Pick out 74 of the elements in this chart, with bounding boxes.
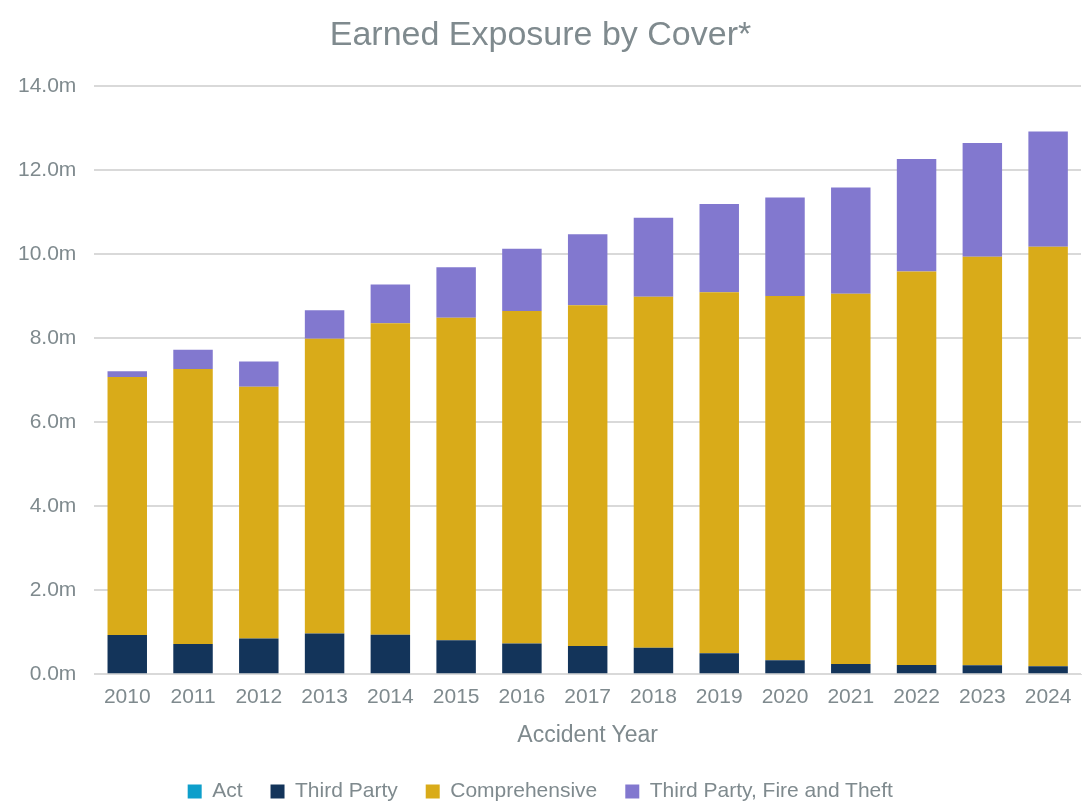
bar [436,317,476,641]
y-tick-label: 14.0m [17,72,77,96]
bar [1028,246,1068,667]
x-tick-label: 2024 [1024,683,1072,707]
bar [107,377,147,636]
legend-label: Third Party, Fire and Theft [649,778,894,802]
bar [370,323,411,635]
bar [896,158,937,272]
x-tick-label: 2010 [103,683,151,707]
bar [304,338,345,634]
bar [173,369,213,644]
y-tick-label: 4.0m [29,492,77,516]
bar [831,664,871,674]
x-tick-label: 2022 [893,683,940,707]
bar [765,197,805,296]
x-tick-label: 2019 [695,683,743,707]
bar [699,653,739,674]
bar [633,647,674,674]
bar [107,635,147,674]
bar [239,386,279,639]
bar [502,311,542,644]
bar [502,643,542,674]
bar [962,256,1003,666]
bar [239,361,279,387]
legend-label: Act [212,778,243,802]
bar [567,305,608,647]
y-tick-label: 10.0m [17,240,77,264]
x-tick-label: 2016 [498,683,546,707]
bar [436,267,476,318]
bar [567,646,608,674]
bar [765,660,805,674]
bar [633,217,674,297]
bar [896,664,937,674]
bar [1028,131,1068,247]
x-tick-label: 2018 [630,683,677,707]
bar [304,633,345,674]
bar [436,640,476,674]
bar [567,234,608,306]
x-tick-label: 2012 [235,683,283,707]
y-tick-label: 12.0m [17,156,77,180]
bar [239,638,279,674]
bar [765,295,805,661]
bar [173,349,213,370]
bar [304,310,345,339]
y-tick-label: 6.0m [29,408,77,432]
chart-title: Earned Exposure by Cover* [329,13,752,52]
bar [502,248,542,312]
x-axis-title: Accident Year [517,720,659,747]
x-tick-label: 2020 [761,683,809,707]
y-tick-label: 0.0m [29,661,77,684]
bar [699,292,739,654]
bar [107,371,147,378]
bar [370,634,411,674]
x-tick-label: 2023 [958,683,1006,707]
legend-label: Comprehensive [450,778,598,802]
bar [633,296,674,648]
x-tick-label: 2014 [367,683,415,707]
y-tick-label: 2.0m [29,576,77,600]
x-tick-label: 2013 [301,683,348,707]
bar [699,203,739,293]
x-tick-label: 2017 [564,683,612,707]
legend-label: Third Party [295,778,399,802]
bar [370,284,411,324]
bar [173,643,213,674]
bar [896,271,937,665]
bar [962,665,1003,674]
x-tick-label: 2015 [432,683,480,707]
bar [1028,666,1068,674]
x-tick-label: 2021 [827,683,875,707]
bar [962,142,1003,257]
bar [831,293,871,665]
bar [831,187,871,294]
y-tick-label: 8.0m [29,324,77,348]
x-tick-label: 2011 [170,683,216,707]
